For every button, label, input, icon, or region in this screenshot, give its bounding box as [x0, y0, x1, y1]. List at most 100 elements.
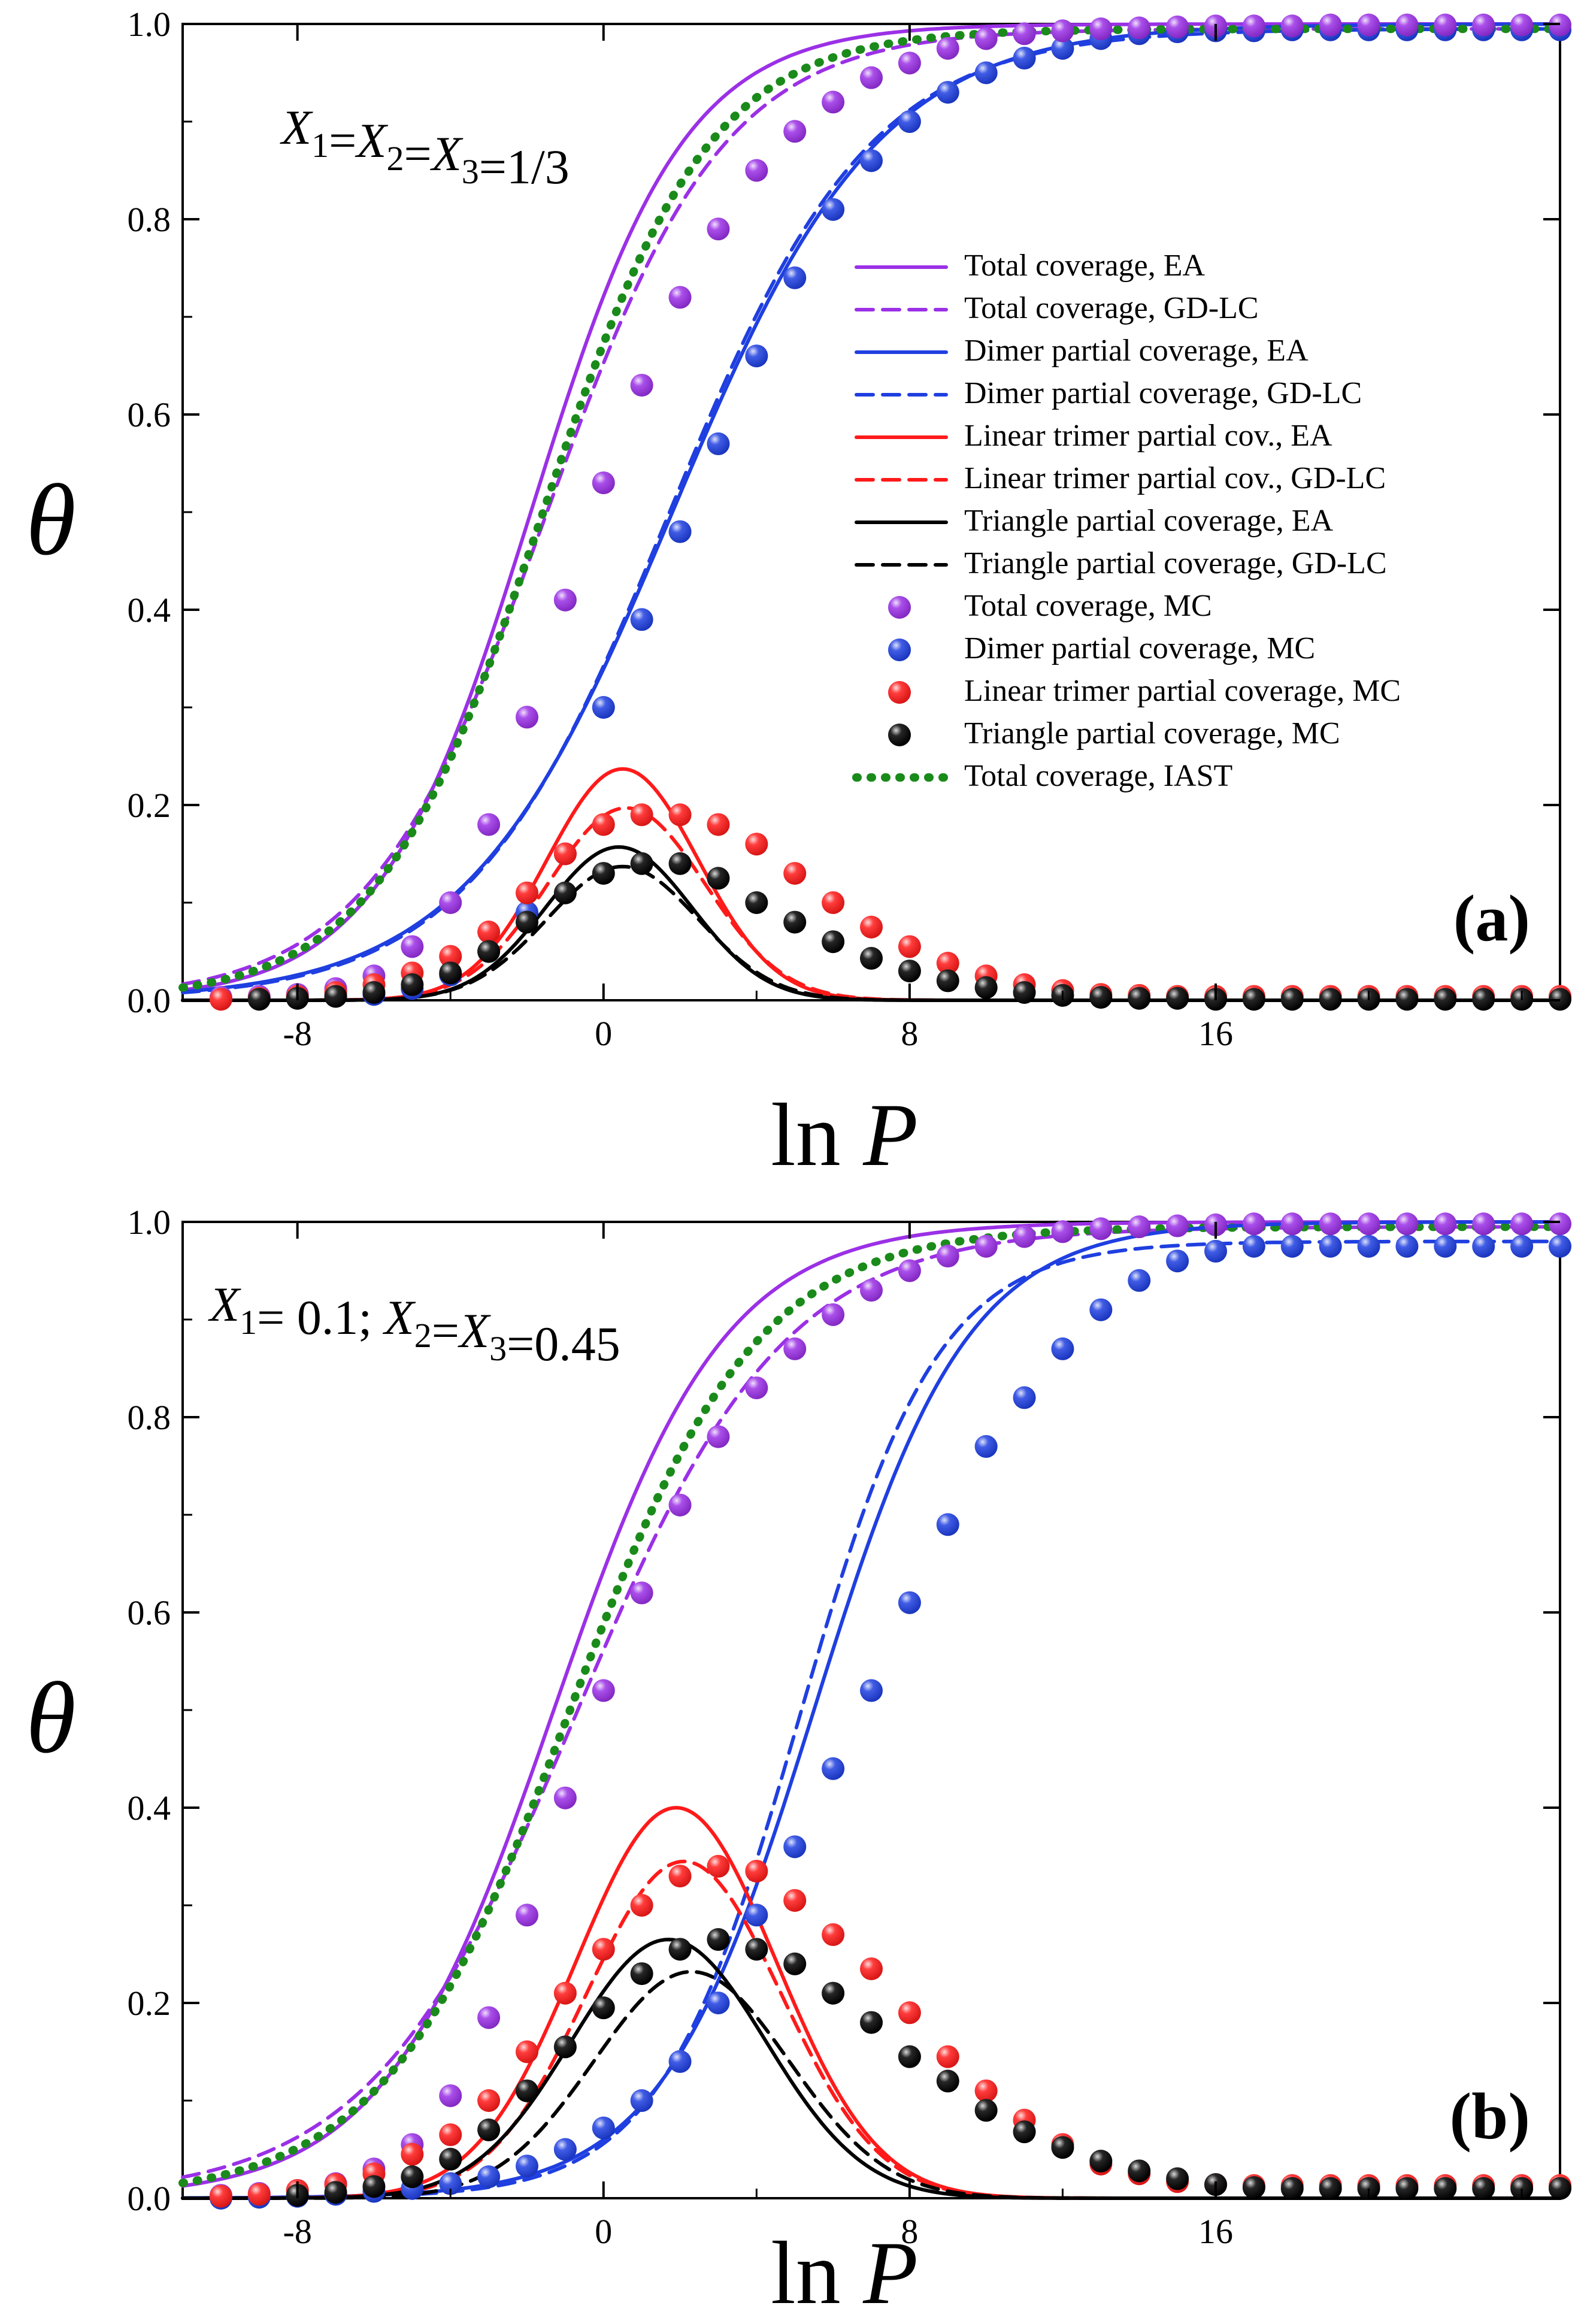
- annotation-text: =: [432, 1303, 459, 1358]
- marker-shine: [707, 217, 730, 241]
- marker-shine: [783, 1889, 807, 1912]
- marker-shine: [1395, 988, 1419, 1011]
- marker-shine: [1510, 13, 1534, 37]
- marker-shine: [630, 852, 653, 875]
- marker-shine: [860, 1679, 883, 1702]
- marker-shine: [630, 1894, 653, 1917]
- marker-shine: [707, 813, 730, 836]
- marker-shine: [860, 1957, 883, 1980]
- marker-shine: [745, 159, 768, 182]
- y-tick-label: 0.8: [128, 1398, 171, 1437]
- marker-shine: [1013, 22, 1036, 46]
- marker-shine: [247, 2183, 271, 2206]
- marker-shine: [1128, 2159, 1151, 2183]
- marker-shine: [936, 2045, 959, 2068]
- y-tick-label: 0.4: [128, 1789, 171, 1827]
- y-tick-label: 0.2: [128, 786, 171, 825]
- legend-label: Total coverage, MC: [964, 589, 1212, 623]
- x-axis-title: ln P: [771, 1085, 918, 1185]
- marker-shine: [974, 976, 998, 999]
- marker-shine: [707, 1992, 730, 2014]
- marker-shine: [707, 1854, 730, 1878]
- marker-shine: [860, 2011, 883, 2034]
- marker-shine: [783, 1337, 807, 1360]
- legend-label: Total coverage, GD-LC: [964, 291, 1259, 325]
- marker-shine: [1434, 1234, 1457, 1258]
- marker-shine: [1395, 1212, 1419, 1236]
- legend-label: Linear trimer partial cov., EA: [964, 419, 1332, 453]
- annotation-var: X: [383, 1290, 416, 1345]
- y-tick-label: 0.2: [128, 1984, 171, 2023]
- marker-shine: [668, 852, 692, 875]
- marker-shine: [592, 471, 615, 495]
- y-tick-label: 0.6: [128, 1593, 171, 1632]
- marker-shine: [1013, 981, 1036, 1004]
- marker-shine: [1395, 1234, 1419, 1258]
- marker-shine: [553, 2035, 577, 2059]
- marker-shine: [1434, 13, 1457, 37]
- marker-shine: [822, 1981, 845, 2005]
- marker-shine: [860, 1279, 883, 1302]
- marker-shine: [553, 2138, 577, 2161]
- series-line: [181, 1225, 1562, 2179]
- marker-shine: [1395, 2177, 1419, 2200]
- marker-shine: [362, 981, 386, 1004]
- marker-shine: [1089, 17, 1113, 41]
- panel-label: (a): [1453, 882, 1530, 955]
- marker-shine: [1357, 1212, 1380, 1236]
- series-line: [181, 1220, 1562, 2200]
- marker-shine: [745, 1859, 768, 1883]
- marker-shine: [401, 973, 424, 996]
- marker-shine: [477, 813, 501, 836]
- marker-shine: [1472, 1234, 1495, 1258]
- marker-shine: [936, 37, 959, 60]
- x-tick-label: -8: [283, 1014, 312, 1053]
- series-line: [181, 806, 1562, 1002]
- marker-shine: [1128, 1215, 1151, 1239]
- marker-shine: [1510, 2177, 1534, 2200]
- marker-shine: [630, 374, 653, 397]
- marker-shine: [898, 1259, 921, 1282]
- annotation-text: =: [404, 126, 431, 181]
- marker-shine: [592, 813, 615, 836]
- marker-shine: [936, 81, 959, 104]
- marker-shine: [974, 27, 998, 50]
- marker-shine: [324, 2181, 347, 2204]
- annotation-var: X: [458, 1303, 491, 1358]
- marker-shine: [668, 2050, 692, 2073]
- marker-shine: [936, 2069, 959, 2093]
- legend-marker-shine: [888, 724, 911, 746]
- y-axis-title: θ: [26, 1662, 76, 1774]
- series-line: [178, 1222, 1564, 2187]
- marker-shine: [1051, 19, 1074, 43]
- marker-shine: [936, 1245, 959, 1268]
- marker-shine: [516, 2079, 538, 2102]
- marker-shine: [516, 2040, 538, 2063]
- x-tick-label: 8: [901, 1014, 918, 1053]
- marker-shine: [516, 910, 538, 934]
- marker-shine: [1472, 2177, 1495, 2200]
- x-tick-label: 0: [595, 1014, 612, 1053]
- marker-shine: [1089, 1298, 1113, 1321]
- y-tick-label: 0.0: [128, 2179, 171, 2218]
- marker-shine: [1013, 47, 1036, 70]
- marker-shine: [1434, 1212, 1457, 1236]
- annotation-var: X: [208, 1277, 241, 1332]
- marker-shine: [592, 862, 615, 885]
- marker-shine: [1051, 37, 1074, 60]
- marker-shine: [783, 1952, 807, 1975]
- marker-shine: [668, 803, 692, 827]
- marker-shine: [936, 969, 959, 992]
- marker-shine: [209, 2184, 232, 2208]
- marker-shine: [1013, 2120, 1036, 2144]
- marker-shine: [707, 1425, 730, 1448]
- marker-shine: [477, 2165, 501, 2189]
- marker-shine: [1051, 1220, 1074, 1243]
- x-tick-label: -8: [283, 2212, 312, 2251]
- marker-shine: [1242, 1212, 1265, 1236]
- marker-shine: [439, 945, 462, 968]
- marker-shine: [745, 1376, 768, 1400]
- legend-label: Dimer partial coverage, EA: [964, 334, 1309, 368]
- y-tick-label: 0.4: [128, 591, 171, 630]
